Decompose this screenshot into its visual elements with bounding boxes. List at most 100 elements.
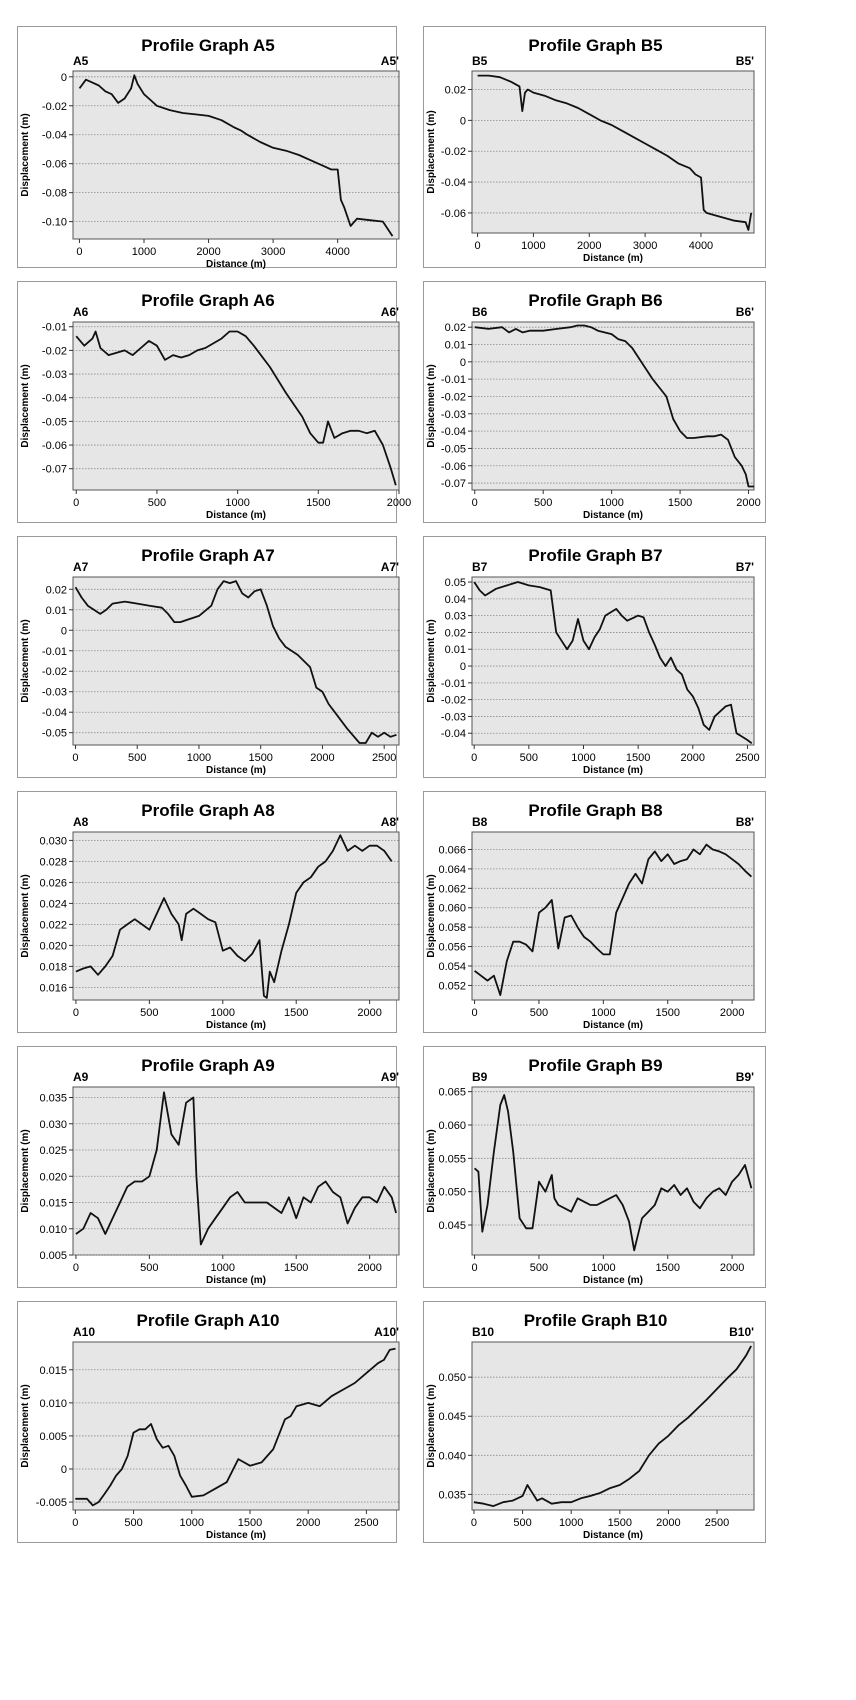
x-tick-label: 1000 bbox=[571, 752, 595, 764]
profile-graph-a7: Profile Graph A7 A7 A7' 0.02 0.01 0 -0.01 -0.02… bbox=[17, 536, 400, 778]
plot-area bbox=[471, 70, 755, 234]
x-tick-label: 0 bbox=[472, 1262, 478, 1274]
x-tick-label: 1000 bbox=[225, 497, 249, 509]
y-tick-label: 0 bbox=[460, 115, 466, 127]
plot-area bbox=[72, 576, 400, 746]
y-tick-label: 0.026 bbox=[39, 877, 67, 889]
y-tick-label: 0.066 bbox=[438, 844, 466, 856]
x-tick-label: 4000 bbox=[325, 246, 349, 258]
profile-graph-a8: Profile Graph A8 A8 A8' 0.030 0.028 0.026 0.02… bbox=[17, 791, 400, 1033]
y-tick-label: 0.016 bbox=[39, 982, 67, 994]
y-tick-label: 0.056 bbox=[438, 942, 466, 954]
y-tick-label: -0.02 bbox=[42, 666, 67, 678]
profile-end-label: A9' bbox=[381, 1070, 399, 1084]
x-axis-label: Distance (m) bbox=[583, 1530, 643, 1541]
x-tick-label: 1500 bbox=[626, 752, 650, 764]
y-tick-label: 0.020 bbox=[39, 1171, 67, 1183]
x-tick-label: 4000 bbox=[689, 240, 713, 252]
displacement-series-line bbox=[474, 324, 754, 488]
y-tick-label: -0.01 bbox=[441, 374, 466, 386]
y-tick-label: -0.06 bbox=[441, 461, 466, 473]
y-tick-label: 0.060 bbox=[438, 1120, 466, 1132]
plot-area bbox=[471, 321, 755, 491]
displacement-series-line bbox=[75, 834, 393, 999]
y-tick-label: -0.04 bbox=[441, 177, 466, 189]
y-tick-label: -0.01 bbox=[441, 678, 466, 690]
x-tick-label: 1000 bbox=[180, 1517, 204, 1529]
y-tick-label: 0.03 bbox=[445, 611, 466, 623]
x-tick-label: 0 bbox=[472, 1007, 478, 1019]
x-tick-label: 500 bbox=[128, 752, 146, 764]
y-axis-label: Displacement (m) bbox=[426, 1129, 437, 1212]
y-tick-label: 0.010 bbox=[39, 1398, 67, 1410]
x-axis-label: Distance (m) bbox=[583, 510, 643, 521]
y-tick-label: 0.030 bbox=[39, 835, 67, 847]
profile-start-label: A8 bbox=[73, 815, 89, 829]
x-tick-label: 1500 bbox=[655, 1007, 679, 1019]
y-tick-label: -0.05 bbox=[42, 416, 67, 428]
profile-end-label: B7' bbox=[736, 560, 754, 574]
chart-svg-a8: Profile Graph A8 A8 A8' 0.030 0.028 0.026 0.02… bbox=[20, 801, 400, 1031]
y-tick-label: 0.030 bbox=[39, 1119, 67, 1131]
x-tick-label: 2500 bbox=[735, 752, 759, 764]
x-tick-label: 0 bbox=[72, 1517, 78, 1529]
x-tick-label: 0 bbox=[76, 246, 82, 258]
x-axis-label: Distance (m) bbox=[206, 1275, 266, 1286]
x-axis-label: Distance (m) bbox=[206, 765, 266, 776]
y-tick-label: 0.02 bbox=[46, 584, 67, 596]
y-axis-label: Displacement (m) bbox=[426, 364, 437, 447]
profile-start-label: A7 bbox=[73, 560, 89, 574]
y-axis-label: Displacement (m) bbox=[20, 1384, 31, 1467]
chart-svg-a6: Profile Graph A6 A6 A6' -0.01 -0.02 -0.03 -0.0… bbox=[20, 291, 411, 521]
y-tick-label: 0 bbox=[460, 661, 466, 673]
profile-start-label: A6 bbox=[73, 305, 89, 319]
x-tick-label: 500 bbox=[513, 1517, 531, 1529]
y-tick-label: 0.035 bbox=[438, 1489, 466, 1501]
x-tick-label: 1500 bbox=[284, 1262, 308, 1274]
x-tick-label: 2000 bbox=[387, 497, 411, 509]
y-tick-label: 0.005 bbox=[39, 1431, 67, 1443]
chart-title: Profile Graph B7 bbox=[528, 546, 662, 565]
displacement-series-line bbox=[74, 580, 397, 744]
y-tick-label: 0.015 bbox=[39, 1365, 67, 1377]
y-tick-label: 0.065 bbox=[438, 1087, 466, 1099]
x-tick-label: 0 bbox=[472, 497, 478, 509]
x-tick-label: 1000 bbox=[211, 1262, 235, 1274]
y-tick-label: 0.02 bbox=[445, 85, 466, 97]
profile-graph-b10: Profile Graph B10 B10 B10' 0.050 0.045 0.040 0… bbox=[423, 1301, 766, 1543]
y-tick-label: -0.05 bbox=[441, 443, 466, 455]
profile-end-label: B6' bbox=[736, 305, 754, 319]
profile-start-label: B5 bbox=[472, 54, 488, 68]
y-tick-label: 0.02 bbox=[445, 322, 466, 334]
x-tick-label: 2500 bbox=[354, 1517, 378, 1529]
y-tick-label: 0.05 bbox=[445, 577, 466, 589]
y-tick-label: 0.01 bbox=[445, 340, 466, 352]
y-tick-label: 0.025 bbox=[39, 1145, 67, 1157]
profile-graph-b9: Profile Graph B9 B9 B9' 0.065 0.060 0.055 0.05… bbox=[423, 1046, 766, 1288]
y-tick-label: -0.10 bbox=[42, 217, 67, 229]
y-tick-label: 0 bbox=[61, 1464, 67, 1476]
chart-title: Profile Graph B6 bbox=[528, 291, 662, 310]
x-tick-label: 1500 bbox=[284, 1007, 308, 1019]
profile-start-label: B6 bbox=[472, 305, 488, 319]
profile-end-label: A7' bbox=[381, 560, 399, 574]
x-tick-label: 0 bbox=[471, 1517, 477, 1529]
x-axis-label: Distance (m) bbox=[206, 1020, 266, 1031]
x-tick-label: 0 bbox=[72, 752, 78, 764]
plot-area bbox=[72, 831, 400, 1001]
y-tick-label: 0 bbox=[61, 625, 67, 637]
y-axis-label: Displacement (m) bbox=[426, 619, 437, 702]
chart-title: Profile Graph B5 bbox=[528, 36, 662, 55]
x-tick-label: 2500 bbox=[372, 752, 396, 764]
chart-svg-a9: Profile Graph A9 A9 A9' 0.035 0.030 0.025 0.02… bbox=[20, 1056, 400, 1286]
chart-svg-b7: Profile Graph B7 B7 B7' 0.05 0.04 0.03 0.02 0.0… bbox=[426, 546, 760, 776]
profile-start-label: B7 bbox=[472, 560, 488, 574]
profile-graph-b5: Profile Graph B5 B5 B5' 0.02 0 -0.02 -0.04 -0.0… bbox=[423, 26, 766, 268]
profile-end-label: A6' bbox=[381, 305, 399, 319]
chart-svg-b6: Profile Graph B6 B6 B6' 0.02 0.01 0 -0.01 -0.02… bbox=[426, 291, 761, 521]
profile-end-label: A8' bbox=[381, 815, 399, 829]
chart-title: Profile Graph A8 bbox=[141, 801, 275, 820]
chart-title: Profile Graph B10 bbox=[524, 1311, 668, 1330]
y-tick-label: 0.02 bbox=[445, 627, 466, 639]
y-tick-label: -0.06 bbox=[441, 208, 466, 220]
